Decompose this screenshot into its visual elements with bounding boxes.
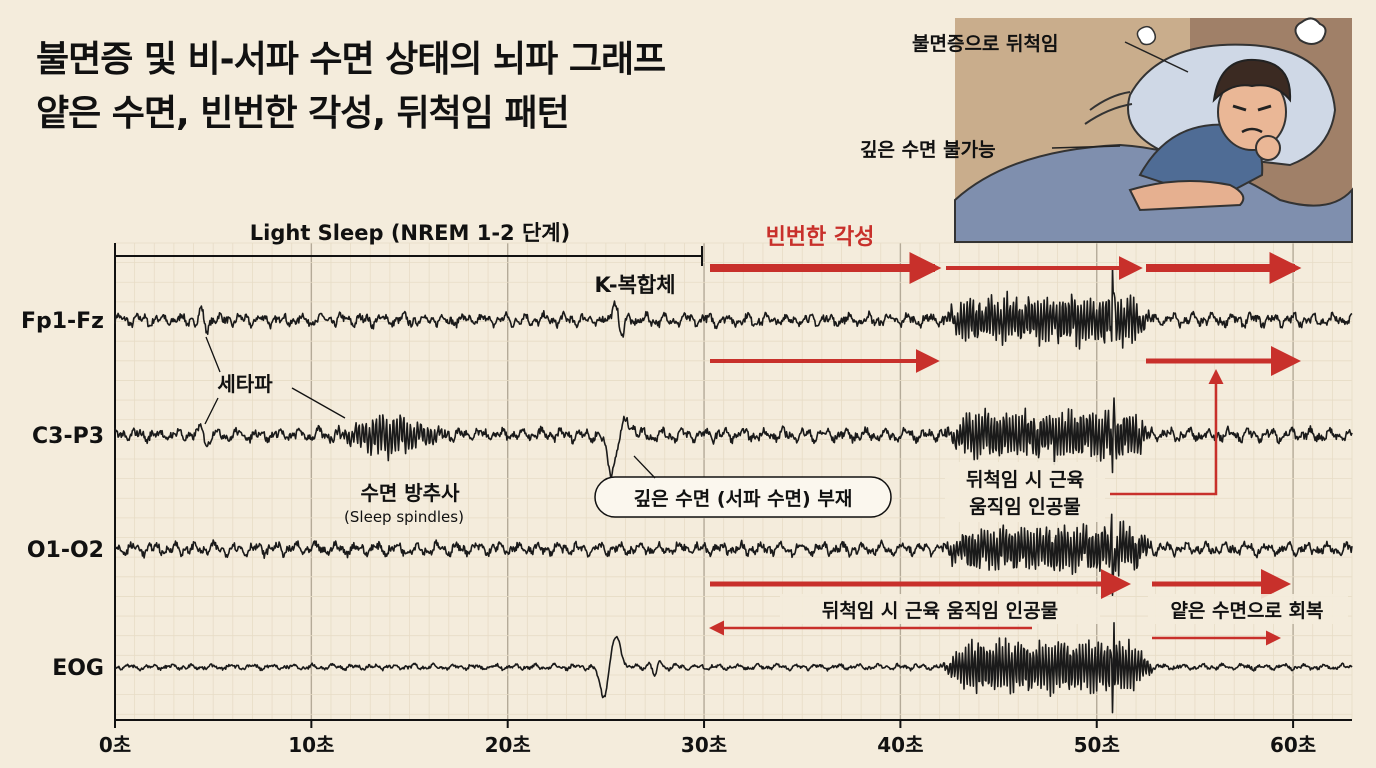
theta-leader-lines bbox=[204, 336, 346, 425]
eeg-trace bbox=[114, 622, 1353, 714]
arm bbox=[1128, 180, 1245, 212]
puff-icon bbox=[1294, 17, 1327, 45]
k-complex-label: K-복합체 bbox=[594, 273, 675, 297]
artifact-label-line1: 뒤척임 시 근육 bbox=[966, 469, 1084, 491]
puff-small-icon bbox=[1136, 25, 1157, 46]
return-light-label: 얕은 수면으로 회복 bbox=[1170, 600, 1323, 622]
spindles-label: 수면 방추사 bbox=[361, 481, 461, 505]
motion-lines bbox=[1084, 91, 1133, 125]
hair bbox=[1212, 58, 1292, 103]
artifact-full-label-bg bbox=[780, 594, 1100, 624]
eeg-trace bbox=[114, 397, 1353, 478]
x-tick-label: 20초 bbox=[485, 733, 531, 757]
light-sleep-label: Light Sleep (NREM 1-2 단계) bbox=[250, 221, 570, 245]
no-deep-leader-line bbox=[1051, 145, 1121, 149]
no-deep-sleep-callout-text: 깊은 수면 (서파 수면) 부재 bbox=[634, 488, 853, 510]
x-tick-label: 40초 bbox=[877, 733, 923, 757]
artifact-full-label: 뒤척임 시 근육 움직임 인공물 bbox=[822, 600, 1058, 622]
artifact-label-bg bbox=[945, 462, 1105, 522]
waking-arrows bbox=[709, 252, 1302, 646]
light-sleep-bracket bbox=[114, 246, 703, 266]
x-tick-label: 60초 bbox=[1270, 733, 1316, 757]
frequent-waking-label: 빈번한 각성 bbox=[766, 225, 875, 250]
return-light-label-bg bbox=[1148, 594, 1348, 624]
x-tick-label: 50초 bbox=[1074, 733, 1120, 757]
x-tick-label: 30초 bbox=[681, 733, 727, 757]
no-deep-sleep-callout bbox=[594, 476, 892, 518]
no-deep-sleep-label: 깊은 수면 불가능 bbox=[860, 139, 996, 161]
eyes bbox=[1232, 104, 1272, 112]
channel-labels: Fp1-Fz C3-P3 O1-O2 EOG bbox=[21, 309, 104, 681]
tossing-leader-line bbox=[1124, 41, 1189, 73]
x-tick-label: 0초 bbox=[99, 733, 131, 757]
x-ticks: 0초 10초 20초 30초 40초 50초 60초 bbox=[99, 720, 1316, 757]
callout-leader-line bbox=[633, 455, 656, 479]
x-tick-label: 10초 bbox=[288, 733, 334, 757]
eeg-traces bbox=[114, 266, 1353, 714]
page-title: 불면증 및 비-서파 수면 상태의 뇌파 그래프 bbox=[36, 39, 666, 80]
channel-label: O1-O2 bbox=[27, 538, 104, 563]
insomnia-illustration: 불면증으로 뒤척임 깊은 수면 불가능 bbox=[860, 17, 1353, 243]
theta-label: 세타파 bbox=[217, 372, 273, 396]
mouth bbox=[1241, 127, 1263, 134]
spindles-en-label: (Sleep spindles) bbox=[344, 508, 464, 526]
eeg-trace bbox=[114, 266, 1353, 350]
page-subtitle: 얕은 수면, 빈번한 각성, 뒤척임 패턴 bbox=[36, 93, 570, 134]
channel-label: C3-P3 bbox=[32, 424, 104, 449]
eeg-trace bbox=[114, 513, 1353, 596]
channel-label: EOG bbox=[52, 656, 104, 681]
channel-label: Fp1-Fz bbox=[21, 309, 104, 334]
fist bbox=[1255, 135, 1281, 161]
artifact-up-arrow bbox=[1110, 369, 1224, 496]
tossing-label: 불면증으로 뒤척임 bbox=[912, 33, 1058, 55]
artifact-label-line2: 움직임 인공물 bbox=[969, 496, 1081, 518]
